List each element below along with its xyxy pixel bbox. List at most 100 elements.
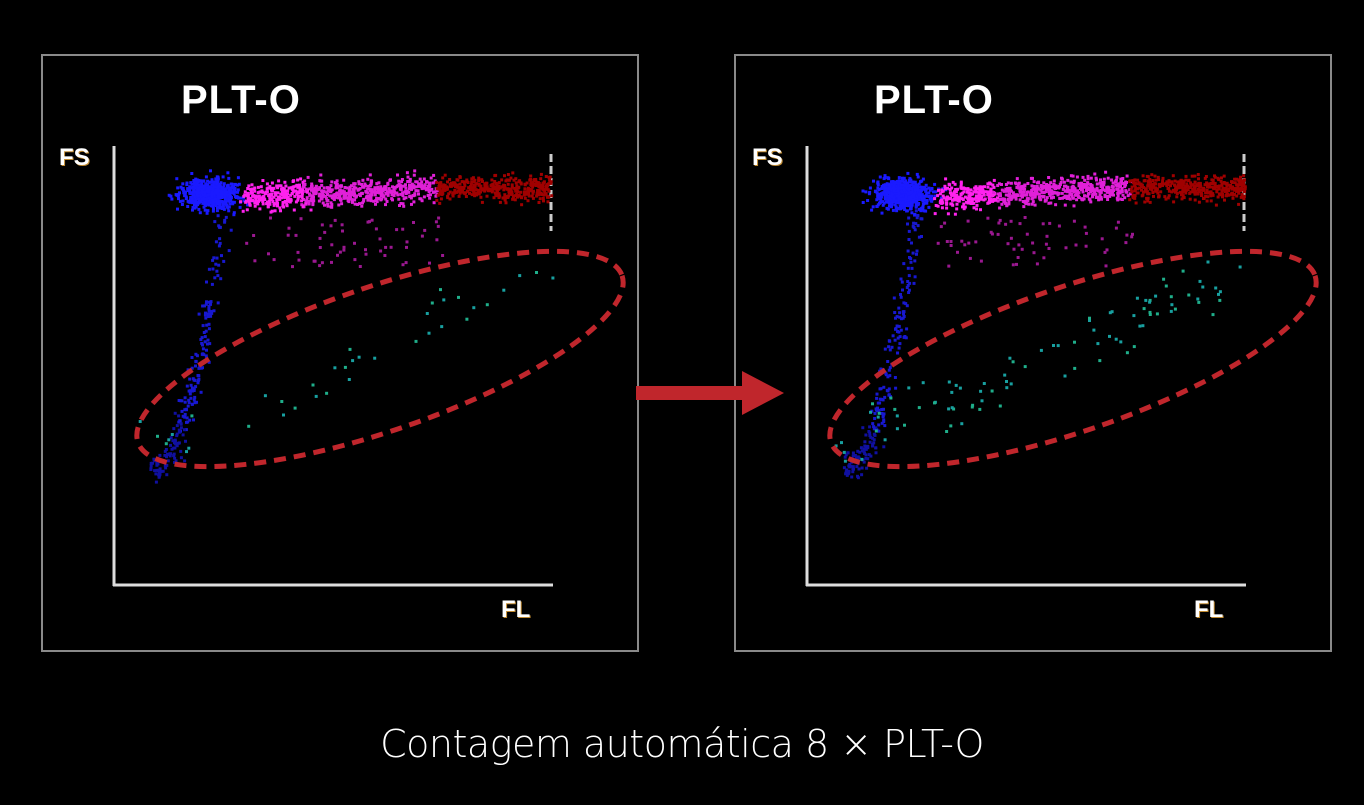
data-point-magenta [369, 198, 373, 202]
data-point-blue [167, 193, 171, 197]
data-point-magenta [1094, 176, 1098, 180]
data-point-blue [235, 183, 239, 187]
data-point-highlight [442, 298, 446, 302]
data-point-magenta [310, 182, 314, 186]
data-point-magenta [250, 199, 254, 203]
data-point-highlight [895, 414, 899, 418]
data-point-magenta [945, 206, 949, 210]
data-point-magenta [322, 190, 326, 194]
data-point-blue [874, 446, 878, 450]
data-point-magenta [277, 179, 281, 183]
data-point-magenta [953, 190, 956, 194]
data-point-magenta [333, 181, 337, 185]
data-point-red [1233, 181, 1237, 185]
data-point-blue [872, 441, 876, 445]
data-point-magenta [294, 233, 298, 237]
data-point-blue [901, 201, 905, 205]
data-point-blue [886, 198, 890, 202]
data-point-red [480, 180, 484, 183]
data-point-blue [210, 195, 214, 198]
data-point-blue [189, 396, 193, 400]
data-point-red [518, 194, 521, 198]
data-point-blue [227, 197, 231, 201]
data-point-blue [900, 190, 904, 194]
data-point-red [472, 183, 476, 187]
data-point-red [1230, 191, 1234, 195]
data-point-blue [226, 171, 230, 175]
data-point-red [1149, 180, 1153, 184]
data-point-red [438, 201, 442, 205]
data-point-magenta [1101, 186, 1105, 190]
data-point-magenta [999, 194, 1002, 198]
data-point-magenta [261, 190, 265, 194]
data-point-magenta [960, 197, 964, 201]
data-point-magenta [246, 193, 250, 197]
data-point-blue [177, 192, 181, 196]
data-point-blue [909, 257, 913, 261]
data-point-magenta [1059, 180, 1063, 184]
data-point-blue [215, 182, 219, 186]
data-point-blue [222, 187, 226, 191]
data-point-magenta [1017, 181, 1021, 185]
data-point-magenta [1014, 195, 1018, 199]
data-point-highlight [979, 389, 983, 393]
data-point-blue [180, 399, 184, 403]
data-point-blue [866, 457, 870, 461]
data-point-blue [206, 195, 210, 198]
data-point-magenta [978, 194, 982, 197]
data-point-red [1206, 195, 1210, 199]
data-point-magenta [283, 189, 287, 193]
data-point-red [1137, 181, 1141, 185]
data-point-magenta [339, 198, 343, 202]
data-point-blue [188, 389, 192, 393]
data-point-red [541, 196, 545, 200]
data-point-magenta [336, 253, 339, 257]
data-point-red [542, 199, 545, 203]
data-point-magenta [1076, 189, 1079, 193]
data-point-blue [188, 189, 192, 193]
data-point-blue [196, 197, 200, 201]
data-point-magenta [297, 195, 301, 199]
data-point-red [1209, 190, 1213, 194]
data-point-red [510, 192, 513, 196]
data-point-blue [861, 189, 865, 193]
data-point-magenta [1008, 192, 1012, 196]
data-point-blue [214, 240, 218, 244]
data-point-blue [171, 439, 175, 443]
data-point-blue [924, 183, 928, 187]
data-point-magenta [967, 194, 971, 198]
data-point-magenta [381, 189, 385, 193]
data-point-red [531, 196, 535, 200]
data-point-magenta [404, 261, 408, 265]
data-point-magenta [258, 207, 262, 211]
data-point-magenta [337, 203, 341, 207]
data-point-red [502, 183, 506, 187]
data-point-magenta [266, 202, 270, 206]
data-point-blue [889, 198, 893, 202]
data-point-magenta [1035, 185, 1039, 188]
data-point-blue [207, 322, 211, 326]
data-point-highlight [551, 276, 555, 280]
data-point-magenta [276, 201, 279, 205]
data-point-blue [199, 338, 203, 341]
data-point-blue [191, 205, 195, 209]
data-point-magenta [1047, 247, 1051, 250]
data-point-magenta [1050, 185, 1053, 189]
data-point-magenta [1119, 180, 1123, 184]
data-point-magenta [335, 179, 339, 183]
data-point-blue [177, 441, 181, 445]
data-point-blue [207, 304, 211, 308]
data-point-red [445, 186, 449, 189]
data-point-blue [905, 304, 909, 308]
data-point-magenta [420, 199, 424, 203]
data-point-blue [927, 191, 931, 195]
data-point-magenta [966, 219, 970, 223]
data-point-blue [216, 180, 220, 184]
data-point-magenta [1066, 178, 1070, 182]
data-point-magenta [1022, 193, 1026, 197]
data-point-red [1239, 175, 1242, 179]
data-point-magenta [321, 201, 325, 205]
data-point-blue [901, 197, 905, 201]
data-point-magenta [276, 191, 280, 195]
data-point-blue [184, 195, 188, 199]
